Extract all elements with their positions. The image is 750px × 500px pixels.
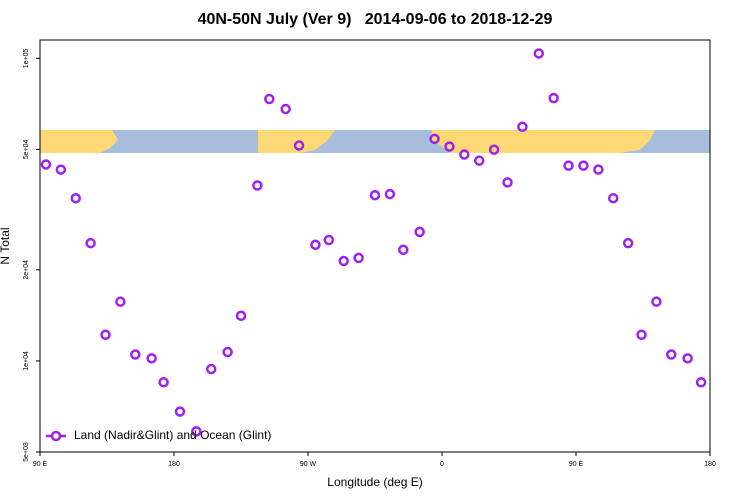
point — [280, 103, 291, 115]
point — [85, 237, 96, 249]
x-tick-label: 90 W — [300, 461, 317, 468]
point — [502, 177, 513, 188]
point — [264, 93, 275, 105]
x-tick-label: 180 — [704, 461, 716, 468]
point — [222, 346, 233, 358]
y-tick-label: 1e+04 — [23, 351, 30, 371]
point — [130, 349, 141, 360]
legend-label: Land (Nadir&Glint) and Ocean (Glint) — [74, 428, 271, 442]
point — [205, 363, 217, 375]
y-tick-label: 1e+05 — [23, 48, 30, 68]
legend-marker — [50, 430, 62, 442]
x-tick-label: 180 — [168, 461, 180, 468]
point — [398, 244, 409, 256]
chart-title: 40N-50N July (Ver 9) 2014-09-06 to 2018-… — [198, 11, 553, 28]
point — [607, 192, 619, 204]
point — [146, 353, 157, 364]
point — [384, 188, 396, 200]
x-tick-label: 0 — [440, 461, 444, 468]
x-axis-label: Longitude (deg E) — [327, 475, 422, 489]
point — [293, 140, 305, 151]
point — [666, 349, 677, 360]
point — [100, 329, 111, 341]
point — [40, 159, 52, 170]
point — [695, 377, 707, 388]
point — [622, 237, 634, 249]
map-strip — [40, 130, 710, 153]
point — [578, 160, 589, 171]
point — [252, 180, 263, 191]
point — [533, 48, 545, 59]
y-tick-label: 5e+04 — [23, 140, 30, 160]
point — [563, 160, 574, 171]
point — [459, 149, 470, 160]
y-axis-label: N Total — [0, 227, 12, 264]
y-tick-label: 5e+03 — [23, 442, 30, 462]
point — [191, 426, 202, 437]
x-tick-label: 90 E — [33, 461, 48, 468]
point — [517, 121, 528, 133]
point — [115, 296, 126, 307]
point — [593, 164, 604, 175]
point — [158, 377, 169, 388]
point — [174, 406, 186, 417]
point — [338, 255, 349, 267]
x-tick-label: 90 E — [569, 461, 584, 468]
point — [70, 192, 81, 204]
y-tick-label: 2e+04 — [23, 260, 30, 280]
point — [548, 92, 559, 104]
point — [310, 239, 321, 251]
point — [444, 141, 455, 152]
point — [55, 164, 67, 175]
point — [235, 310, 247, 322]
point — [353, 252, 364, 264]
point — [473, 155, 485, 166]
point — [682, 353, 693, 364]
point — [651, 296, 662, 307]
point — [488, 144, 500, 155]
plot-frame — [39, 39, 711, 453]
point — [323, 234, 335, 246]
point — [636, 329, 647, 341]
point — [414, 226, 425, 238]
point — [429, 133, 440, 145]
point — [369, 189, 381, 201]
